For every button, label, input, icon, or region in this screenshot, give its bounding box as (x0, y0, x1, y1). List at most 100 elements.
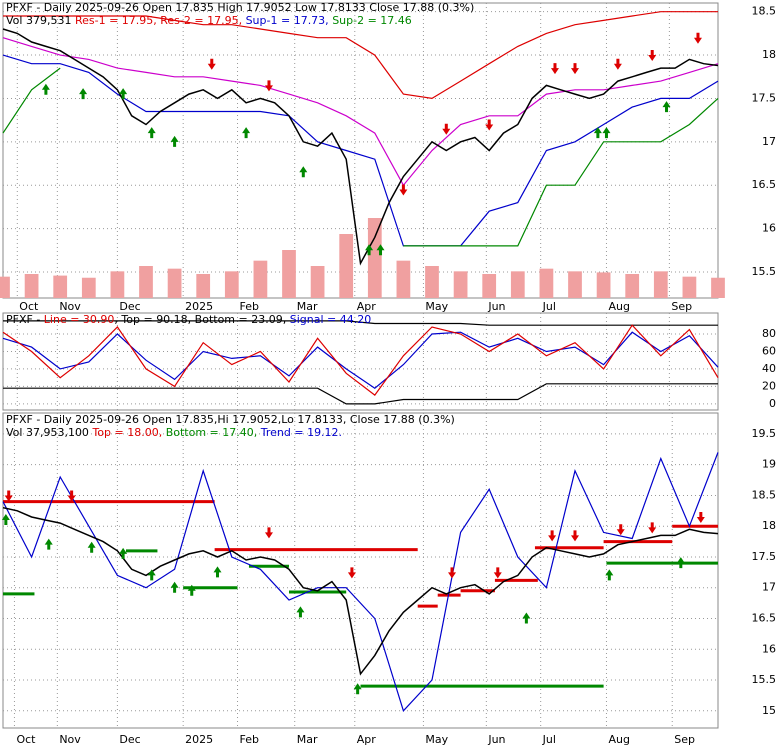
down-arrow (571, 530, 579, 542)
x-tick-label: Dec (119, 733, 140, 745)
x-tick-label: Nov (59, 733, 81, 745)
header-segment: Res-2 = 17.95, (160, 14, 245, 27)
up-arrow (147, 127, 156, 139)
down-arrow (548, 530, 557, 542)
volume-bar (625, 274, 640, 298)
header-segment: Res-1 = 17.95, (75, 14, 160, 27)
up-arrow (605, 569, 614, 581)
down-arrow (550, 63, 559, 75)
up-arrow (119, 88, 128, 100)
volume-bar (110, 271, 125, 298)
x-tick-label: Jul (542, 300, 556, 313)
down-arrow (613, 58, 622, 70)
panel-header: PFXF - Daily 2025-09-26 Open 17.835 High… (6, 1, 474, 14)
x-tick-label: Apr (357, 300, 377, 313)
x-tick-label: Sep (671, 300, 692, 313)
x-tick-label: 2025 (185, 733, 213, 745)
panel-header: PFXF - Daily 2025-09-26 Open 17.835,Hi 1… (6, 413, 455, 426)
indicator-line (2, 67, 719, 247)
y-tick-label: 40 (762, 362, 776, 375)
indicator-line (3, 11, 718, 100)
x-tick-label: Jul (542, 733, 556, 745)
x-tick-label: Mar (297, 733, 318, 745)
up-arrow (676, 557, 685, 569)
down-arrow (207, 58, 216, 70)
volume-bar (425, 266, 439, 298)
header-segment: Vol 379,531 (6, 14, 75, 27)
up-arrow (44, 538, 53, 550)
volume-bar (310, 266, 325, 298)
y-tick-label: 19 (762, 458, 776, 471)
volume-bar (711, 277, 725, 298)
y-tick-label: 0 (769, 397, 776, 410)
up-arrow (662, 101, 671, 113)
up-arrow (602, 127, 611, 139)
y-tick-label: 19.5 (752, 427, 777, 440)
x-tick-label: 2025 (185, 300, 213, 313)
y-tick-label: 18 (762, 48, 776, 61)
x-tick-label: Feb (240, 733, 259, 745)
y-tick-label: 17.5 (752, 91, 777, 104)
header-segment: Bottom = 17.40, (166, 426, 261, 439)
volume-bar (510, 271, 525, 298)
up-arrow (147, 569, 156, 581)
down-arrow (648, 50, 657, 62)
up-arrow (187, 584, 196, 596)
down-arrow (648, 522, 657, 534)
volume-bar (396, 260, 411, 298)
y-tick-label: 16 (762, 642, 776, 655)
volume-bar (24, 274, 39, 298)
y-tick-label: 80 (762, 327, 776, 340)
down-arrow (264, 80, 273, 92)
indicator-line (3, 320, 718, 326)
header-segment: Sup-1 = 17.73, (246, 14, 333, 27)
up-arrow (593, 127, 602, 139)
x-tick-label: Aug (608, 733, 629, 745)
volume-bar (453, 271, 468, 298)
volume-bar (539, 268, 554, 298)
volume-bar (568, 271, 582, 298)
y-tick-label: 16.5 (752, 178, 777, 191)
header-segment: Top = 18.00, (91, 426, 165, 439)
x-tick-label: Dec (119, 300, 140, 313)
up-arrow (353, 683, 362, 695)
down-arrow (442, 123, 451, 135)
volume-bar (282, 250, 296, 298)
panel-frame (2, 312, 719, 411)
down-arrow (399, 184, 408, 196)
up-arrow (87, 541, 96, 553)
header-segment: Trend = 19.12. (260, 426, 342, 439)
up-arrow (119, 547, 128, 559)
down-arrow (493, 567, 502, 579)
indicator-line (3, 383, 718, 405)
down-arrow (4, 490, 13, 502)
up-arrow (376, 244, 385, 256)
volume-bar (682, 276, 697, 298)
up-arrow (79, 88, 88, 100)
volume-bar (167, 268, 182, 298)
x-tick-label: Nov (59, 300, 81, 313)
header-segment: Line = 30.90 (44, 313, 115, 326)
down-arrow (485, 119, 494, 131)
y-tick-label: 16 (762, 222, 776, 235)
header-segment: Signal = 44.20 (290, 313, 372, 326)
y-tick-label: 15.5 (752, 673, 777, 686)
up-arrow (213, 566, 222, 578)
x-tick-label: May (425, 733, 448, 745)
volume-bar (482, 274, 497, 298)
indicator-line (2, 37, 719, 187)
header-segment: PFXF - Daily 2025-09-26 Open 17.835,Hi 1… (6, 413, 455, 426)
volume-bar (367, 218, 382, 298)
y-tick-label: 16.5 (752, 611, 777, 624)
panel-header: Vol 379,531 Res-1 = 17.95, Res-2 = 17.95… (6, 14, 412, 27)
indicator-line (2, 324, 719, 396)
down-arrow (616, 524, 625, 536)
x-tick-label: May (425, 300, 448, 313)
y-tick-label: 20 (762, 379, 776, 392)
up-arrow (522, 612, 531, 624)
header-segment: Vol 37,953,100 (6, 426, 92, 439)
down-arrow (693, 32, 702, 44)
volume-bar (339, 234, 354, 298)
down-arrow (571, 63, 579, 75)
